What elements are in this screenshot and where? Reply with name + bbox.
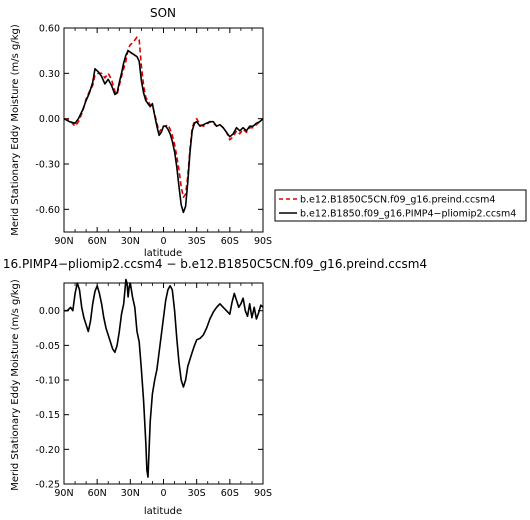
top-chart-x-tick-label: 30N <box>121 236 140 247</box>
top-chart-frame <box>63 27 264 233</box>
top-chart-legend: b.e12.B1850C5CN.f09_g16.preind.ccsm4 b.e… <box>274 189 527 222</box>
bottom-chart-panel: 16.PIMP4−pliomip2.ccsm4 − b.e12.B1850C5C… <box>3 257 427 517</box>
bottom-chart-difference-series-line <box>64 278 264 478</box>
top-chart-x-axis-label: latitude <box>144 248 182 259</box>
bottom-chart-x-tick-label: 60N <box>88 488 107 499</box>
top-chart-pliocene-series-line <box>63 49 264 214</box>
legend-label-pliocene: b.e12.B1850.f09_g16.PIMP4−pliomip2.ccsm4 <box>300 209 516 220</box>
top-chart-control-series-line <box>63 36 264 198</box>
bottom-chart-x-tick-label: 90N <box>54 488 73 499</box>
bottom-chart-ticks: 90N 60N 30N 0 30S 60S 90S 0.00 -0.05 -0.10 -0.15 -0… <box>35 283 272 499</box>
legend-label-control: b.e12.B1850C5CN.f09_g16.preind.ccsm4 <box>300 195 495 206</box>
top-chart-x-tick-label: 30S <box>188 236 206 247</box>
top-chart-series <box>63 36 264 214</box>
top-chart-x-tick-label: 60N <box>88 236 107 247</box>
top-chart-x-tick-label: 0 <box>160 236 166 247</box>
bottom-chart-x-tick-label: 30S <box>188 488 206 499</box>
top-chart-y-tick-label: 0.60 <box>39 24 60 35</box>
bottom-chart-y-tick-label: -0.15 <box>35 410 60 421</box>
top-chart-panel: SON Merid Stationary Eddy Moisture (m/s … <box>10 6 272 259</box>
top-chart-x-tick-label: 90N <box>54 236 73 247</box>
bottom-chart-y-axis-label: Merid Stationary Eddy Moisture (m/s g/kg… <box>10 279 21 491</box>
bottom-chart-x-tick-label: 0 <box>160 488 166 499</box>
bottom-chart-x-tick-label: 90S <box>254 488 272 499</box>
bottom-chart-y-tick-label: -0.25 <box>35 480 60 491</box>
bottom-chart-x-tick-label: 60S <box>221 488 239 499</box>
bottom-chart-y-tick-label: -0.10 <box>35 376 60 387</box>
top-chart-y-tick-label: 0.00 <box>39 114 60 125</box>
bottom-chart-x-tick-label: 30N <box>121 488 140 499</box>
legend-box <box>274 189 527 222</box>
bottom-chart-frame <box>63 282 264 485</box>
bottom-chart-y-tick-label: -0.20 <box>35 445 60 456</box>
top-chart-x-tick-label: 60S <box>221 236 239 247</box>
top-chart-y-tick-label: -0.30 <box>35 160 60 171</box>
top-chart-x-tick-label: 90S <box>254 236 272 247</box>
top-chart-y-tick-label: -0.60 <box>35 205 60 216</box>
top-chart-ticks: 90N 60N 30N 0 30S 60S 90S 0.60 0.30 0.00 -0.30 -0.6… <box>35 24 272 248</box>
top-chart-title: SON <box>150 6 176 20</box>
bottom-chart-y-tick-label: 0.00 <box>39 306 60 317</box>
top-chart-y-axis-label: Merid Stationary Eddy Moisture (m/s g/kg… <box>10 24 21 236</box>
bottom-chart-y-tick-label: -0.05 <box>35 341 60 352</box>
bottom-chart-title: 16.PIMP4−pliomip2.ccsm4 − b.e12.B1850C5C… <box>3 257 427 271</box>
bottom-chart-series <box>64 278 264 478</box>
top-chart-y-tick-label: 0.30 <box>39 69 60 80</box>
bottom-chart-x-axis-label: latitude <box>144 506 182 517</box>
